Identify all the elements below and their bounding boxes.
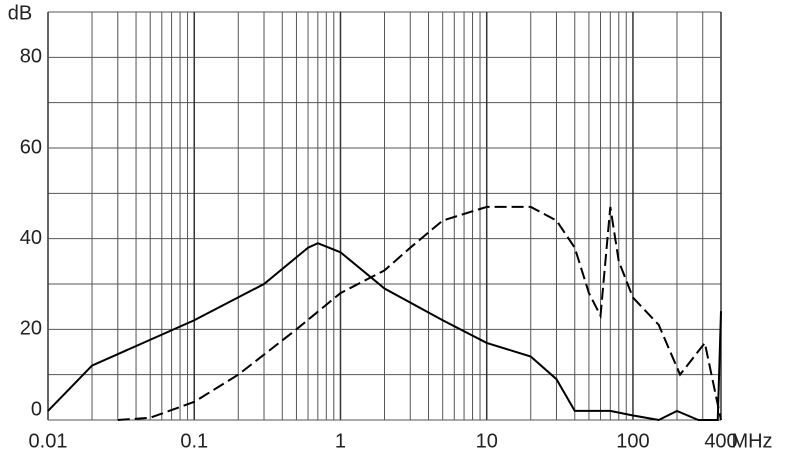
y-tick-label: 60 xyxy=(20,136,42,158)
y-tick-label: 80 xyxy=(20,46,42,68)
y-tick-label: 40 xyxy=(20,227,42,249)
y-axis-label: dB xyxy=(8,2,32,24)
x-tick-label: 1 xyxy=(335,430,346,452)
line-series xyxy=(47,242,722,422)
x-axis-label: MHz xyxy=(731,430,772,452)
x-tick-label: 100 xyxy=(616,430,649,452)
y-tick-label: 20 xyxy=(20,318,42,340)
line-series xyxy=(117,205,722,421)
x-tick-label: 0.1 xyxy=(180,430,208,452)
y-tick-label: 0 xyxy=(31,398,42,420)
x-tick-label: 0.01 xyxy=(29,430,68,452)
x-tick-label: 10 xyxy=(476,430,498,452)
x-tick-label: 400 xyxy=(704,430,737,452)
